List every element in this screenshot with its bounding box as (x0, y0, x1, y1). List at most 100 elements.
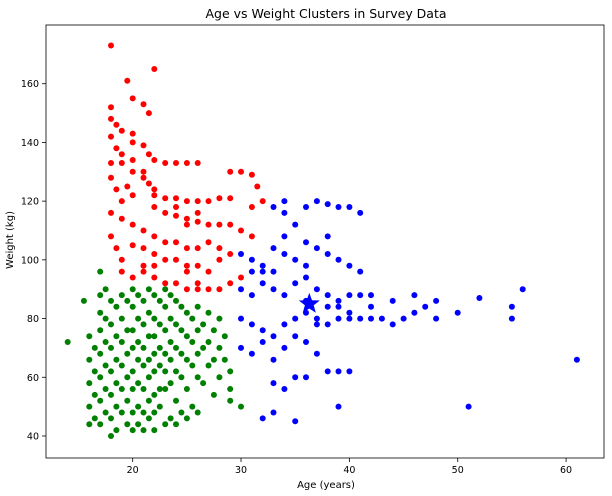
data-point-series-1 (151, 204, 158, 210)
y-tick-label: 60 (27, 373, 39, 384)
data-point-series-0 (151, 391, 158, 398)
data-point-series-2 (259, 339, 266, 345)
data-point-series-1 (118, 256, 125, 263)
data-point-series-2 (346, 315, 353, 322)
data-point-series-1 (216, 195, 223, 202)
data-point-series-0 (162, 386, 169, 392)
data-point-series-1 (162, 160, 169, 166)
data-point-series-0 (162, 350, 169, 357)
data-point-series-2 (324, 251, 331, 257)
y-axis-label: Weight (kg) (5, 211, 16, 269)
data-point-series-0 (167, 315, 174, 322)
data-point-series-0 (124, 297, 131, 304)
data-point-series-0 (183, 356, 190, 363)
data-point-series-0 (216, 344, 223, 351)
data-point-series-2 (454, 309, 461, 316)
data-point-series-1 (129, 95, 136, 102)
data-point-series-0 (102, 339, 109, 345)
data-point-series-1 (145, 110, 152, 117)
y-tick-label: 40 (27, 431, 39, 442)
data-point-series-1 (140, 245, 147, 252)
data-point-series-0 (173, 397, 179, 404)
data-point-series-2 (313, 245, 320, 252)
data-point-series-0 (227, 386, 234, 392)
data-point-series-2 (259, 280, 266, 287)
data-point-series-0 (135, 421, 142, 428)
data-point-series-0 (140, 362, 147, 369)
data-point-series-1 (183, 221, 190, 228)
data-point-series-2 (357, 268, 364, 275)
data-point-series-0 (194, 374, 201, 381)
data-point-series-2 (519, 286, 526, 293)
data-point-series-0 (205, 339, 212, 345)
data-point-series-0 (118, 292, 125, 299)
data-point-series-2 (368, 303, 374, 310)
data-point-series-1 (183, 268, 190, 275)
data-point-series-0 (118, 386, 125, 392)
data-point-series-0 (227, 368, 234, 375)
data-point-series-2 (324, 233, 331, 240)
x-tick-label: 60 (560, 465, 572, 476)
data-point-series-2 (357, 292, 364, 299)
data-point-series-0 (108, 433, 114, 439)
data-point-series-1 (216, 221, 223, 228)
data-point-series-1 (129, 274, 136, 281)
data-point-series-0 (162, 421, 169, 428)
data-point-series-2 (248, 292, 255, 299)
data-point-series-2 (303, 262, 309, 269)
data-point-series-2 (335, 303, 342, 310)
data-point-series-1 (205, 286, 212, 293)
data-point-series-0 (173, 321, 179, 328)
data-point-series-0 (113, 356, 120, 363)
data-point-series-2 (346, 204, 353, 210)
data-point-series-0 (86, 356, 93, 363)
data-point-series-1 (205, 221, 212, 228)
data-point-series-2 (248, 268, 255, 275)
data-point-series-1 (238, 274, 244, 281)
data-point-series-1 (183, 160, 190, 166)
data-point-series-0 (221, 356, 228, 363)
data-point-series-2 (313, 321, 320, 328)
data-point-series-0 (118, 315, 125, 322)
data-point-series-1 (248, 204, 255, 210)
data-point-series-0 (167, 415, 174, 422)
data-point-series-2 (248, 256, 255, 263)
data-point-series-1 (113, 145, 120, 152)
data-point-series-2 (238, 251, 244, 257)
data-point-series-1 (124, 183, 131, 190)
data-point-series-2 (313, 350, 320, 357)
data-point-series-1 (238, 168, 244, 175)
data-point-series-0 (113, 333, 120, 340)
data-point-series-2 (303, 274, 309, 281)
data-point-series-0 (86, 421, 93, 428)
y-tick-label: 120 (21, 197, 39, 208)
data-point-series-2 (238, 286, 244, 293)
data-point-series-2 (368, 292, 374, 299)
data-point-series-0 (194, 350, 201, 357)
data-point-series-1 (194, 286, 201, 293)
data-point-series-0 (189, 403, 196, 410)
data-point-series-0 (183, 333, 190, 340)
data-point-series-0 (108, 297, 114, 304)
data-point-series-1 (254, 183, 261, 190)
data-point-series-0 (167, 356, 174, 363)
data-point-series-0 (205, 362, 212, 369)
data-point-series-1 (248, 233, 255, 240)
data-point-series-1 (140, 101, 147, 108)
data-point-series-0 (135, 315, 142, 322)
data-point-series-0 (108, 344, 114, 351)
data-point-series-0 (135, 403, 142, 410)
data-point-series-0 (167, 380, 174, 387)
data-point-series-0 (167, 292, 174, 299)
data-point-series-1 (129, 168, 136, 175)
data-point-series-2 (324, 292, 331, 299)
data-point-series-0 (91, 391, 98, 398)
data-point-series-2 (292, 221, 299, 228)
data-point-series-1 (140, 262, 147, 269)
data-point-series-1 (183, 245, 190, 252)
data-point-series-2 (573, 356, 580, 363)
data-point-series-1 (118, 198, 125, 205)
data-point-series-2 (335, 403, 342, 410)
data-point-series-1 (162, 239, 169, 246)
